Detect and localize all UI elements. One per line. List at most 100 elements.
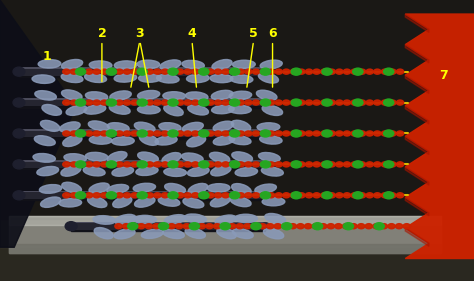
Bar — [19, 68, 265, 76]
Ellipse shape — [389, 193, 396, 198]
Ellipse shape — [358, 69, 366, 74]
Ellipse shape — [191, 162, 199, 167]
Ellipse shape — [137, 161, 147, 168]
Ellipse shape — [229, 91, 252, 100]
Ellipse shape — [290, 131, 298, 136]
Bar — [19, 191, 265, 199]
Ellipse shape — [252, 193, 260, 198]
Ellipse shape — [116, 193, 123, 198]
Ellipse shape — [312, 224, 319, 229]
Ellipse shape — [137, 192, 147, 199]
Ellipse shape — [65, 222, 77, 231]
Ellipse shape — [164, 105, 183, 116]
Ellipse shape — [262, 198, 285, 206]
Ellipse shape — [237, 131, 245, 136]
Text: 2: 2 — [98, 27, 106, 40]
Ellipse shape — [107, 184, 128, 194]
Ellipse shape — [297, 224, 304, 229]
Ellipse shape — [137, 90, 160, 99]
Ellipse shape — [136, 167, 158, 176]
Ellipse shape — [237, 100, 245, 105]
Ellipse shape — [283, 100, 290, 105]
Ellipse shape — [199, 162, 207, 167]
Ellipse shape — [108, 69, 116, 74]
Ellipse shape — [351, 193, 358, 198]
Ellipse shape — [374, 131, 381, 136]
Ellipse shape — [191, 131, 199, 136]
Ellipse shape — [343, 100, 351, 105]
Ellipse shape — [353, 68, 363, 75]
Ellipse shape — [374, 100, 381, 105]
Ellipse shape — [146, 193, 154, 198]
Ellipse shape — [211, 90, 233, 100]
Ellipse shape — [261, 192, 270, 199]
Ellipse shape — [291, 99, 301, 106]
Ellipse shape — [78, 193, 85, 198]
Ellipse shape — [176, 69, 184, 74]
Ellipse shape — [75, 68, 86, 75]
Ellipse shape — [75, 99, 86, 106]
Ellipse shape — [353, 130, 363, 137]
Ellipse shape — [112, 167, 134, 176]
Ellipse shape — [260, 100, 267, 105]
Ellipse shape — [383, 161, 394, 168]
Ellipse shape — [131, 162, 138, 167]
Ellipse shape — [84, 73, 107, 83]
Ellipse shape — [109, 104, 130, 114]
Ellipse shape — [176, 193, 184, 198]
Ellipse shape — [106, 130, 117, 137]
Ellipse shape — [229, 135, 251, 145]
Ellipse shape — [228, 224, 236, 229]
Ellipse shape — [146, 162, 154, 167]
Ellipse shape — [290, 162, 298, 167]
Bar — [19, 167, 265, 169]
Ellipse shape — [229, 192, 240, 199]
Ellipse shape — [266, 224, 274, 229]
Ellipse shape — [232, 152, 253, 162]
Ellipse shape — [138, 131, 146, 136]
Ellipse shape — [229, 99, 240, 106]
Ellipse shape — [245, 193, 252, 198]
Ellipse shape — [207, 131, 214, 136]
Ellipse shape — [116, 69, 123, 74]
Ellipse shape — [183, 224, 191, 229]
Ellipse shape — [351, 162, 358, 167]
Ellipse shape — [396, 131, 404, 136]
Ellipse shape — [322, 130, 332, 137]
Bar — [71, 222, 265, 223]
Ellipse shape — [261, 223, 270, 230]
Ellipse shape — [138, 69, 146, 74]
Ellipse shape — [229, 193, 237, 198]
Ellipse shape — [336, 193, 343, 198]
Ellipse shape — [107, 151, 127, 162]
Ellipse shape — [351, 69, 358, 74]
Ellipse shape — [93, 131, 100, 136]
Ellipse shape — [114, 74, 137, 82]
Ellipse shape — [169, 162, 176, 167]
Ellipse shape — [262, 105, 283, 115]
Ellipse shape — [199, 99, 209, 106]
Ellipse shape — [110, 91, 131, 100]
Ellipse shape — [313, 193, 320, 198]
Ellipse shape — [93, 216, 116, 224]
Ellipse shape — [298, 131, 305, 136]
Ellipse shape — [169, 193, 176, 198]
Ellipse shape — [260, 162, 267, 167]
Bar — [0, 219, 474, 247]
Ellipse shape — [85, 131, 93, 136]
Ellipse shape — [164, 183, 185, 193]
Ellipse shape — [137, 99, 147, 106]
Ellipse shape — [322, 192, 332, 199]
Ellipse shape — [78, 162, 85, 167]
Ellipse shape — [313, 162, 320, 167]
Ellipse shape — [212, 60, 232, 70]
Ellipse shape — [131, 100, 138, 105]
Ellipse shape — [267, 193, 275, 198]
Ellipse shape — [374, 223, 384, 230]
Ellipse shape — [320, 193, 328, 198]
Ellipse shape — [93, 193, 100, 198]
Ellipse shape — [113, 196, 132, 208]
Ellipse shape — [199, 69, 207, 74]
Polygon shape — [405, 45, 429, 63]
Text: 4: 4 — [188, 27, 196, 40]
